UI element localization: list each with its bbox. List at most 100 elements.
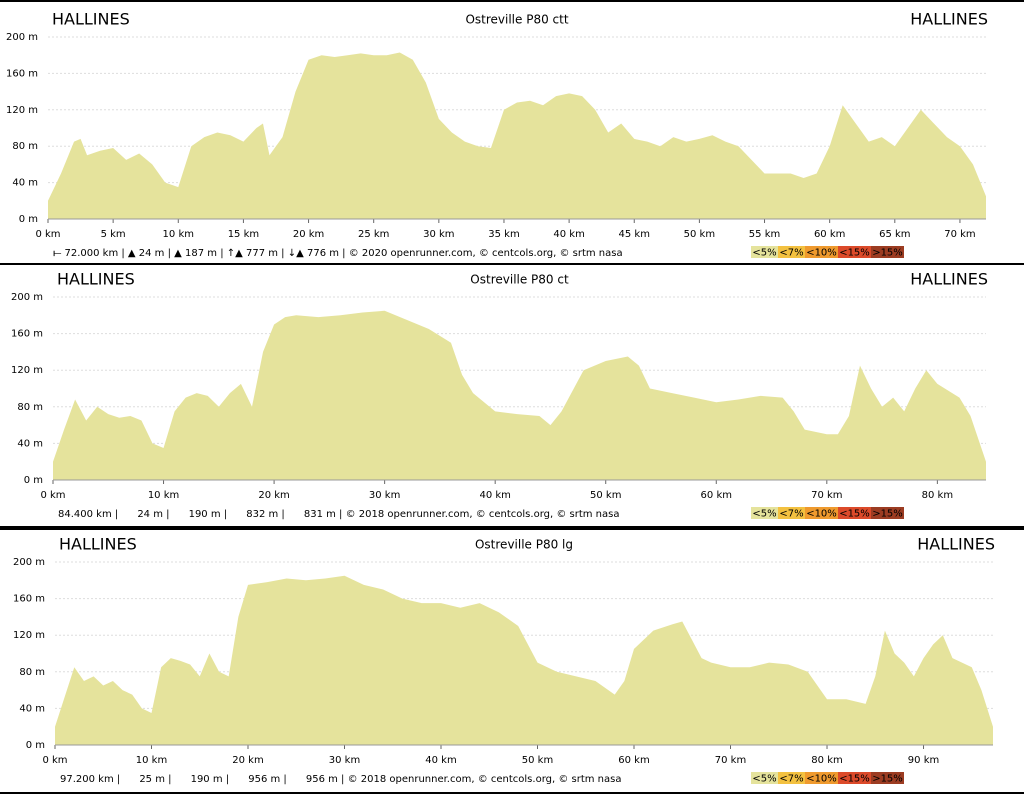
chart-title: Ostreville P80 lg — [475, 538, 573, 552]
slope-legend-swatch — [751, 772, 778, 784]
slope-legend-swatch — [871, 246, 904, 258]
y-tick-label: 200 m — [13, 557, 45, 568]
slope-legend-swatch — [838, 507, 871, 519]
x-tick-label: 0 km — [40, 490, 65, 501]
footer-stats: 84.400 km | 24 m | 190 m | 832 m | 831 m… — [58, 509, 619, 520]
x-tick-label: 50 km — [684, 229, 715, 240]
y-tick-label: 40 m — [17, 438, 43, 449]
y-tick-label: 40 m — [12, 178, 38, 189]
x-tick-label: 30 km — [329, 755, 360, 766]
y-tick-label: 200 m — [6, 32, 38, 43]
y-tick-label: 160 m — [6, 68, 38, 79]
x-tick-label: 40 km — [479, 490, 510, 501]
x-tick-label: 50 km — [522, 755, 553, 766]
y-tick-label: 200 m — [11, 292, 43, 303]
x-tick-label: 10 km — [163, 229, 194, 240]
x-tick-label: 65 km — [879, 229, 910, 240]
end-label: HALLINES — [910, 10, 988, 29]
slope-legend-label: >15% — [872, 774, 903, 785]
slope-legend-swatch — [751, 246, 778, 258]
slope-legend-label: <5% — [752, 774, 776, 785]
x-tick-label: 5 km — [101, 229, 126, 240]
slope-legend-swatch — [778, 772, 805, 784]
x-tick-label: 70 km — [944, 229, 975, 240]
elevation-area — [53, 310, 986, 480]
slope-legend-label: <10% — [806, 509, 837, 520]
panel-border — [0, 0, 1024, 2]
start-label: HALLINES — [57, 270, 135, 289]
y-tick-label: 160 m — [11, 329, 43, 340]
x-tick-label: 15 km — [228, 229, 259, 240]
x-tick-label: 30 km — [423, 229, 454, 240]
chart-title: Ostreville P80 ct — [470, 273, 569, 287]
x-tick-label: 10 km — [148, 490, 179, 501]
x-tick-label: 80 km — [922, 490, 953, 501]
y-tick-label: 120 m — [11, 365, 43, 376]
chart-title: Ostreville P80 ctt — [465, 13, 568, 27]
x-tick-label: 35 km — [488, 229, 519, 240]
slope-legend-swatch — [838, 246, 871, 258]
slope-legend-swatch — [778, 246, 805, 258]
panel-border — [0, 263, 1024, 265]
elevation-profile: HALLINES HALLINES Ostreville P80 ctt 0 m 40 … — [0, 0, 1024, 259]
x-tick-label: 20 km — [232, 755, 263, 766]
x-tick-label: 60 km — [618, 755, 649, 766]
x-tick-label: 40 km — [425, 755, 456, 766]
slope-legend-label: <15% — [839, 509, 870, 520]
x-tick-label: 0 km — [35, 229, 60, 240]
x-tick-label: 55 km — [749, 229, 780, 240]
x-tick-label: 60 km — [701, 490, 732, 501]
slope-legend-label: >15% — [872, 248, 903, 259]
footer-stats: ⟝ 72.000 km | ▲ 24 m | ▲ 187 m | ↑▲ 777 … — [53, 248, 623, 259]
elevation-area — [48, 52, 986, 219]
y-tick-label: 120 m — [6, 105, 38, 116]
slope-legend-swatch — [751, 507, 778, 519]
slope-legend-swatch — [838, 772, 871, 784]
y-tick-label: 120 m — [13, 630, 45, 641]
slope-legend-label: >15% — [872, 509, 903, 520]
slope-legend-label: <15% — [839, 774, 870, 785]
elevation-profile: HALLINES HALLINES Ostreville P80 ct 0 m 40 m… — [0, 263, 1024, 520]
y-tick-label: 0 m — [24, 475, 43, 486]
x-tick-label: 30 km — [369, 490, 400, 501]
slope-legend-label: <7% — [779, 248, 803, 259]
slope-legend-swatch — [805, 772, 838, 784]
y-tick-label: 80 m — [19, 667, 45, 678]
slope-legend-swatch — [778, 507, 805, 519]
slope-legend-swatch — [805, 246, 838, 258]
x-tick-label: 50 km — [590, 490, 621, 501]
slope-legend-label: <7% — [779, 509, 803, 520]
end-label: HALLINES — [910, 270, 988, 289]
y-tick-label: 0 m — [26, 740, 45, 751]
x-tick-label: 70 km — [811, 490, 842, 501]
elevation-area — [55, 575, 993, 745]
start-label: HALLINES — [59, 535, 137, 554]
slope-legend-label: <10% — [806, 774, 837, 785]
end-label: HALLINES — [917, 535, 995, 554]
slope-legend-label: <10% — [806, 248, 837, 259]
panel-border — [0, 526, 1024, 530]
x-tick-label: 20 km — [258, 490, 289, 501]
x-tick-label: 45 km — [619, 229, 650, 240]
start-label: HALLINES — [52, 10, 130, 29]
y-tick-label: 160 m — [13, 594, 45, 605]
x-tick-label: 70 km — [715, 755, 746, 766]
x-tick-label: 90 km — [908, 755, 939, 766]
elevation-profile: HALLINES HALLINES Ostreville P80 lg 0 m 40 m… — [0, 526, 1024, 785]
x-tick-label: 10 km — [136, 755, 167, 766]
footer-stats: 97.200 km | 25 m | 190 m | 956 m | 956 m… — [60, 774, 621, 785]
y-tick-label: 80 m — [17, 402, 43, 413]
x-tick-label: 0 km — [42, 755, 67, 766]
slope-legend-swatch — [805, 507, 838, 519]
x-tick-label: 25 km — [358, 229, 389, 240]
y-tick-label: 80 m — [12, 141, 38, 152]
slope-legend-label: <5% — [752, 509, 776, 520]
slope-legend-swatch — [871, 507, 904, 519]
x-tick-label: 80 km — [811, 755, 842, 766]
slope-legend-label: <7% — [779, 774, 803, 785]
x-tick-label: 60 km — [814, 229, 845, 240]
x-tick-label: 20 km — [293, 229, 324, 240]
x-tick-label: 40 km — [553, 229, 584, 240]
